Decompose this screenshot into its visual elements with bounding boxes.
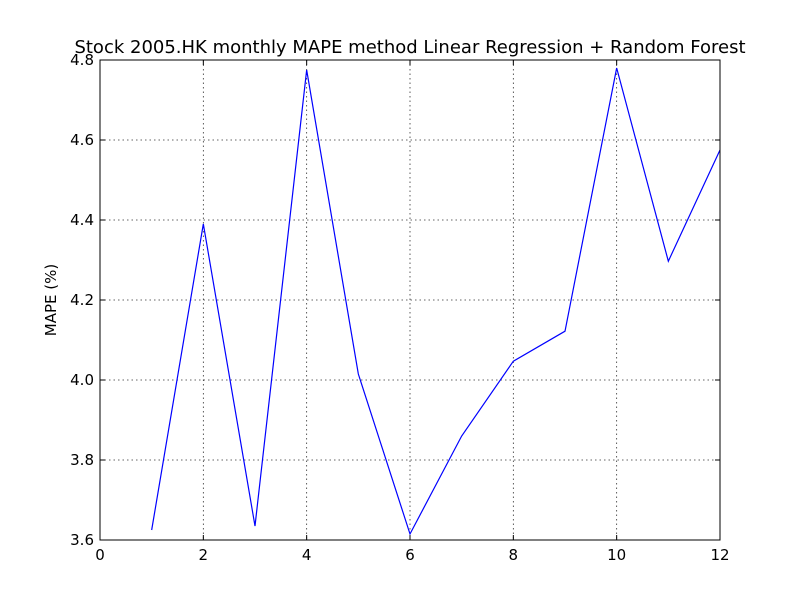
series-layer	[151, 67, 721, 536]
x-tick-label: 10	[607, 546, 626, 564]
grid-lines	[99, 59, 721, 541]
x-tick-label: 2	[199, 546, 209, 564]
y-axis-label: MAPE (%)	[42, 264, 60, 336]
y-tick-label: 3.6	[70, 531, 94, 549]
y-tick-label: 4.0	[70, 371, 94, 389]
y-tick-label: 4.2	[70, 291, 94, 309]
y-tick-label: 4.8	[70, 51, 94, 69]
x-tick-label: 0	[95, 546, 105, 564]
x-tick-label: 6	[405, 546, 415, 564]
chart-title: Stock 2005.HK monthly MAPE method Linear…	[74, 37, 745, 58]
y-tick-label: 4.6	[70, 131, 94, 149]
x-tick-label: 8	[509, 546, 519, 564]
x-tick-label: 12	[710, 546, 729, 564]
y-tick-label: 4.4	[70, 211, 94, 229]
y-tick-label: 3.8	[70, 451, 94, 469]
series-line-0	[151, 67, 721, 536]
x-tick-label: 4	[302, 546, 312, 564]
axis-ticks: 0 2 4 6 8 10 12 3.6 3.8 4.0 4.2 4.4 4.6 4.8	[70, 51, 729, 564]
plot-frame	[99, 59, 721, 541]
